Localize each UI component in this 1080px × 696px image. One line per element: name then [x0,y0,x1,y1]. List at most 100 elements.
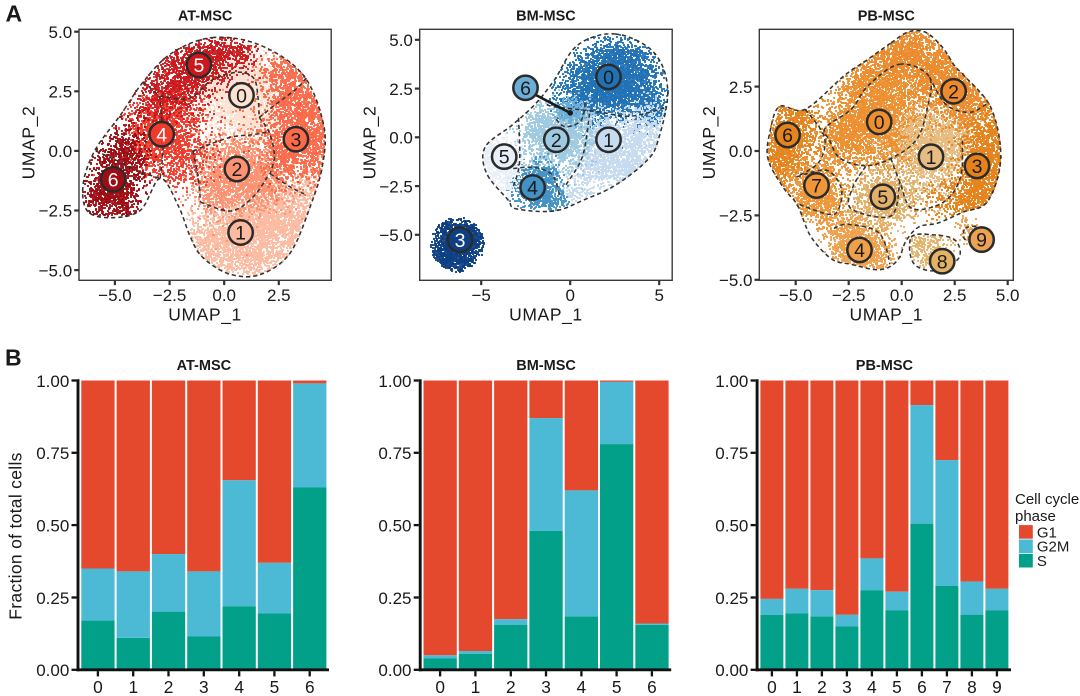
svg-text:Cell cycle: Cell cycle [1015,491,1079,508]
svg-text:5.0: 5.0 [996,286,1020,305]
svg-text:−5.0: −5.0 [98,286,132,305]
svg-text:3: 3 [842,677,852,696]
svg-text:0: 0 [565,286,574,305]
svg-text:1: 1 [792,677,802,696]
svg-text:1: 1 [128,677,138,696]
svg-text:UMAP_1: UMAP_1 [849,304,923,325]
svg-text:3: 3 [199,677,209,696]
svg-text:0.50: 0.50 [378,516,411,535]
svg-text:0.75: 0.75 [715,444,748,463]
svg-text:1: 1 [926,147,937,169]
svg-text:4: 4 [156,124,167,146]
svg-text:G2M: G2M [1037,539,1070,556]
svg-text:6: 6 [782,125,793,147]
svg-text:−2.5: −2.5 [39,202,73,221]
svg-text:2.5: 2.5 [729,78,753,97]
svg-text:−5: −5 [472,286,491,305]
svg-text:0.75: 0.75 [36,444,69,463]
svg-text:0: 0 [874,112,885,134]
svg-text:1: 1 [235,223,246,245]
svg-text:1.00: 1.00 [715,372,748,391]
svg-text:−2.5: −2.5 [719,207,753,226]
svg-text:0.0: 0.0 [729,142,753,161]
svg-text:0.50: 0.50 [36,516,69,535]
svg-text:2: 2 [164,677,174,696]
svg-text:0: 0 [93,677,103,696]
svg-text:0.0: 0.0 [212,286,236,305]
svg-text:0.0: 0.0 [49,142,73,161]
svg-text:0: 0 [603,67,614,89]
svg-text:−2.5: −2.5 [153,286,187,305]
svg-text:UMAP_2: UMAP_2 [359,106,380,180]
svg-text:0.50: 0.50 [715,516,748,535]
svg-text:Fraction of total cells: Fraction of total cells [6,452,26,619]
svg-text:0.75: 0.75 [378,444,411,463]
svg-text:PB-MSC: PB-MSC [858,9,916,25]
svg-text:5: 5 [499,147,510,169]
svg-text:5: 5 [892,677,902,696]
svg-text:1: 1 [471,677,481,696]
svg-text:UMAP_2: UMAP_2 [19,106,40,180]
svg-text:UMAP_1: UMAP_1 [509,304,583,325]
svg-text:5: 5 [612,677,622,696]
svg-text:−2.5: −2.5 [832,286,866,305]
svg-text:3: 3 [455,230,466,252]
svg-text:5: 5 [193,55,204,77]
svg-text:0: 0 [435,677,445,696]
svg-text:2: 2 [948,81,959,103]
svg-text:0.25: 0.25 [36,589,69,608]
svg-text:7: 7 [942,677,952,696]
svg-text:AT-MSC: AT-MSC [177,358,232,374]
svg-text:6: 6 [917,677,927,696]
svg-text:0.00: 0.00 [378,661,411,680]
svg-text:9: 9 [976,230,987,252]
svg-text:4: 4 [527,178,538,200]
svg-text:0.25: 0.25 [715,589,748,608]
svg-text:2.5: 2.5 [49,82,73,101]
svg-text:4: 4 [577,677,587,696]
svg-text:0.25: 0.25 [378,589,411,608]
svg-text:1.00: 1.00 [378,372,411,391]
svg-text:5: 5 [270,677,280,696]
svg-text:5: 5 [877,187,888,209]
svg-text:0: 0 [236,85,247,107]
svg-text:6: 6 [108,169,119,191]
svg-text:2: 2 [817,677,827,696]
svg-text:1: 1 [603,130,614,152]
svg-text:−2.5: −2.5 [379,177,413,196]
svg-text:UMAP_2: UMAP_2 [699,106,720,180]
svg-text:BM-MSC: BM-MSC [516,358,576,374]
svg-text:5.0: 5.0 [389,31,413,50]
svg-text:4: 4 [854,240,865,262]
svg-text:−5.0: −5.0 [379,226,413,245]
svg-text:6: 6 [647,677,657,696]
svg-text:S: S [1037,553,1047,570]
svg-text:UMAP_1: UMAP_1 [168,304,242,325]
svg-text:6: 6 [520,78,531,100]
svg-text:2: 2 [551,130,562,152]
svg-text:2: 2 [506,677,516,696]
svg-text:AT-MSC: AT-MSC [178,9,233,25]
svg-text:0.00: 0.00 [36,661,69,680]
svg-text:2.5: 2.5 [267,286,291,305]
svg-text:B: B [5,345,22,371]
svg-text:8: 8 [967,677,977,696]
svg-text:−5.0: −5.0 [39,261,73,280]
svg-text:PB-MSC: PB-MSC [856,358,914,374]
svg-text:BM-MSC: BM-MSC [516,9,576,25]
svg-text:G1: G1 [1037,524,1057,541]
svg-text:2: 2 [231,159,242,181]
svg-text:3: 3 [290,129,301,151]
svg-text:7: 7 [811,176,822,198]
svg-text:A: A [6,0,23,26]
svg-text:phase: phase [1015,508,1056,525]
svg-text:5: 5 [654,286,663,305]
svg-text:1.00: 1.00 [36,372,69,391]
svg-text:−5.0: −5.0 [779,286,813,305]
svg-text:2.5: 2.5 [943,286,967,305]
svg-text:0.0: 0.0 [890,286,914,305]
svg-text:0.00: 0.00 [715,661,748,680]
svg-text:3: 3 [541,677,551,696]
svg-text:3: 3 [972,156,983,178]
svg-text:5.0: 5.0 [49,23,73,42]
